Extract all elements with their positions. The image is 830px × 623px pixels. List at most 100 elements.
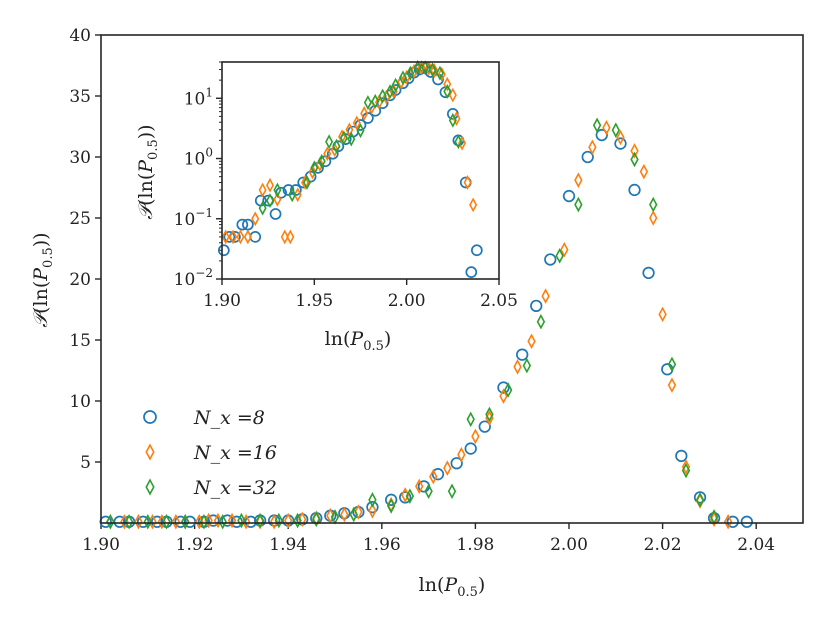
inset-data-point [430,63,439,79]
main-data-point [560,241,569,258]
main-data-point [447,483,457,500]
main-data-point [555,248,564,264]
inset-data-point [332,138,341,154]
inset-data-point [413,59,422,75]
main-data-point [424,483,433,500]
inset-data-point [378,88,387,104]
main-data-point [497,381,510,394]
main-data-point [171,513,181,530]
inset-y-tick-label: 101 [184,85,213,109]
main-data-point [595,128,608,142]
inset-data-point [347,131,356,147]
inset-data-point [229,229,238,245]
main-data-point [628,183,641,197]
main-data-point [544,253,557,266]
inset-data-point [371,93,380,109]
main-x-tick-label: 2.02 [644,535,682,555]
main-data-point [213,512,223,529]
main-data-point [405,488,415,504]
main-data-point [134,513,143,530]
main-data-point [431,468,445,481]
inset-data-point [217,244,230,257]
main-data-point [649,196,658,213]
main-data-point [499,388,508,404]
inset-data-point [448,112,457,128]
main-data-point [106,513,115,530]
inset-data-point [223,231,236,243]
main-data-point [466,411,475,428]
main-data-point [124,513,134,530]
inset-data-point [258,182,267,198]
legend-marker [145,478,155,496]
inset-x-tick-label: 1.95 [295,291,333,311]
main-data-point [581,150,594,164]
main-data-point [516,348,529,361]
main-series-2 [106,117,719,530]
main-data-point [199,513,209,530]
main-x-tick-label: 2.00 [550,535,588,555]
inset-data-point [397,74,406,90]
main-data-point [527,333,536,350]
inset-data-point [465,266,478,278]
inset-data-point [448,87,457,103]
inset-data-point [266,177,275,193]
inset-data-point [458,135,467,151]
main-series-0 [99,128,753,528]
main-data-point [611,122,620,138]
main-data-point [614,137,627,150]
main-data-point [513,359,522,375]
main-data-point [401,487,410,503]
main-x-axis-title: ln(P0.5) [419,574,486,600]
inset-data-point [363,95,372,110]
main-data-point [450,457,463,470]
main-data-point [143,513,152,530]
main-data-point [349,506,358,523]
main-data-point [681,459,691,475]
legend: N_x =8 N_x =16 N_x =32 [143,407,277,499]
inset-data-point [310,160,319,176]
legend-marker [143,410,157,424]
main-data-point [592,117,602,134]
main-data-point [284,512,293,529]
main-axis-ticks: 1.90 1.92 1.94 1.96 1.98 2.00 2.02 2.04 5 10 15 20 2… [69,26,775,555]
inset-background [222,62,499,279]
inset-data-point [323,146,332,162]
main-data-point [429,468,438,485]
main-y-tick-label: 10 [69,392,91,412]
main-data-point [695,492,705,508]
main-data-point [207,514,220,527]
inset-data-point [236,218,249,231]
main-y-tick-label: 25 [69,209,91,229]
main-data-point [385,493,398,506]
main-data-point [218,513,227,530]
main-y-tick-label: 30 [69,148,91,168]
main-data-point [574,196,583,213]
main-data-point [642,266,655,280]
inset-data-point [330,142,339,158]
inset-data-point [269,208,282,220]
main-data-point [522,357,532,374]
main-y-tick-label: 40 [69,26,91,46]
inset-data-point [221,229,230,245]
main-data-point [274,512,284,529]
legend-label: N_x =32 [193,477,277,499]
main-data-point [340,506,349,523]
inset-x-axis-title: ln(P0.5) [325,328,392,354]
inset-data-point [469,197,478,213]
main-series [99,117,753,530]
inset-data-point [463,175,472,190]
inset-data-point [454,134,463,150]
main-x-tick-label: 1.92 [176,535,214,555]
inset-data-point [293,187,302,203]
inset-y-tick-label: 10−2 [174,266,213,290]
inset-data-point [421,60,430,76]
main-data-point [588,139,597,156]
inset-data-point [288,187,297,203]
main-y-tick-label: 35 [69,87,91,107]
main-data-point [485,406,494,423]
main-x-tick-label: 1.98 [456,535,494,555]
inset-data-point [280,229,289,245]
main-data-point [536,313,546,330]
inset-data-point [435,65,444,81]
main-data-point [681,462,691,479]
